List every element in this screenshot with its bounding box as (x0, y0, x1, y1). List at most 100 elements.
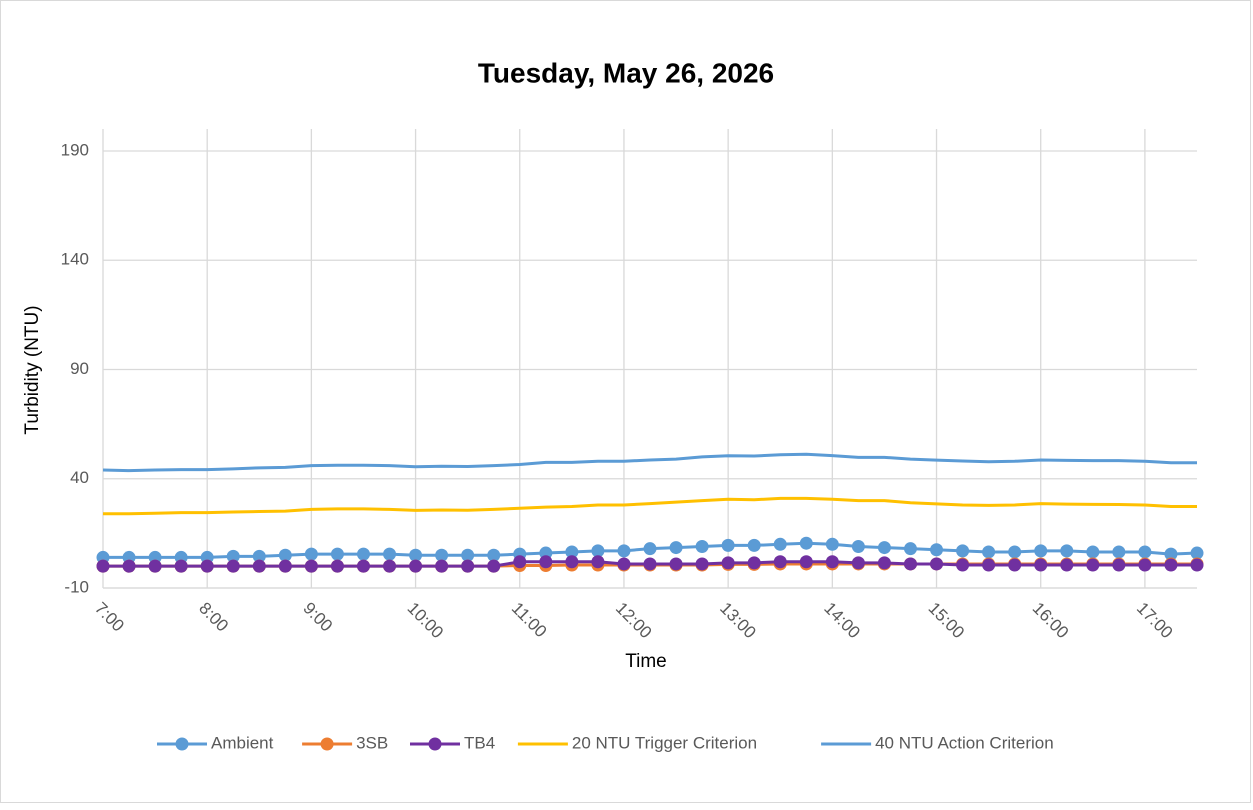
data-point (773, 537, 787, 551)
data-point (409, 559, 423, 573)
series-line (102, 452, 1197, 473)
legend-marker (175, 737, 189, 751)
data-point (1164, 558, 1178, 572)
data-point (226, 549, 240, 563)
data-point (1190, 546, 1204, 560)
legend-label: TB4 (464, 733, 495, 752)
data-point (304, 547, 318, 561)
data-point (461, 548, 475, 562)
data-point (617, 544, 631, 558)
data-point (903, 542, 917, 556)
x-axis-label: Time (625, 651, 667, 672)
data-point (773, 555, 787, 569)
data-point (721, 538, 735, 552)
legend-marker (428, 737, 442, 751)
data-point (122, 559, 136, 573)
data-point (877, 556, 891, 570)
y-axis-label: Turbidity (NTU) (22, 305, 43, 434)
data-point (200, 559, 214, 573)
data-point (278, 548, 292, 562)
data-point (825, 537, 839, 551)
y-tick-label: 190 (61, 140, 89, 159)
data-point (383, 559, 397, 573)
legend-label: 40 NTU Action Criterion (875, 733, 1054, 752)
data-point (1112, 558, 1126, 572)
data-point (695, 557, 709, 571)
data-point (1008, 545, 1022, 559)
data-point (643, 557, 657, 571)
chart-title: Tuesday, May 26, 2026 (478, 57, 774, 88)
legend-label: 20 NTU Trigger Criterion (572, 733, 757, 752)
data-point (330, 547, 344, 561)
data-point (1008, 558, 1022, 572)
data-point (148, 559, 162, 573)
data-point (1138, 545, 1152, 559)
data-point (356, 559, 370, 573)
data-point (409, 548, 423, 562)
data-point (513, 555, 527, 569)
data-point (930, 557, 944, 571)
y-tick-label: 140 (61, 250, 89, 269)
data-point (252, 549, 266, 563)
y-tick-label: -10 (64, 577, 89, 596)
data-point (487, 548, 501, 562)
data-point (877, 541, 891, 555)
data-point (799, 536, 813, 550)
data-point (539, 555, 553, 569)
data-point (356, 547, 370, 561)
data-point (982, 558, 996, 572)
data-point (1060, 544, 1074, 558)
data-point (383, 547, 397, 561)
data-point (330, 559, 344, 573)
data-point (1086, 558, 1100, 572)
data-point (695, 539, 709, 553)
data-point (174, 559, 188, 573)
data-point (461, 559, 475, 573)
data-point (669, 541, 683, 555)
data-point (1190, 558, 1204, 572)
legend-label: Ambient (211, 733, 274, 752)
legend-label: 3SB (356, 733, 388, 752)
data-point (721, 556, 735, 570)
data-point (435, 548, 449, 562)
data-point (278, 559, 292, 573)
data-point (252, 559, 266, 573)
data-point (1034, 558, 1048, 572)
data-point (982, 545, 996, 559)
y-tick-label: 90 (70, 359, 89, 378)
data-point (851, 556, 865, 570)
data-point (643, 542, 657, 556)
data-point (487, 559, 501, 573)
data-point (1112, 545, 1126, 559)
data-point (1034, 544, 1048, 558)
data-point (1060, 558, 1074, 572)
data-point (435, 559, 449, 573)
data-point (1164, 547, 1178, 561)
data-point (565, 555, 579, 569)
data-point (591, 544, 605, 558)
data-point (851, 539, 865, 553)
data-point (226, 559, 240, 573)
data-point (669, 557, 683, 571)
data-point (747, 556, 761, 570)
data-point (799, 555, 813, 569)
data-point (956, 544, 970, 558)
data-point (825, 555, 839, 569)
data-point (1086, 545, 1100, 559)
data-point (930, 543, 944, 557)
data-point (96, 559, 110, 573)
data-point (617, 557, 631, 571)
data-point (903, 557, 917, 571)
data-point (565, 545, 579, 559)
legend-marker (320, 737, 334, 751)
data-point (1138, 558, 1152, 572)
y-tick-label: 40 (70, 468, 89, 487)
data-point (591, 555, 605, 569)
data-point (956, 558, 970, 572)
data-point (304, 559, 318, 573)
series-line (103, 496, 1197, 516)
data-point (747, 538, 761, 552)
